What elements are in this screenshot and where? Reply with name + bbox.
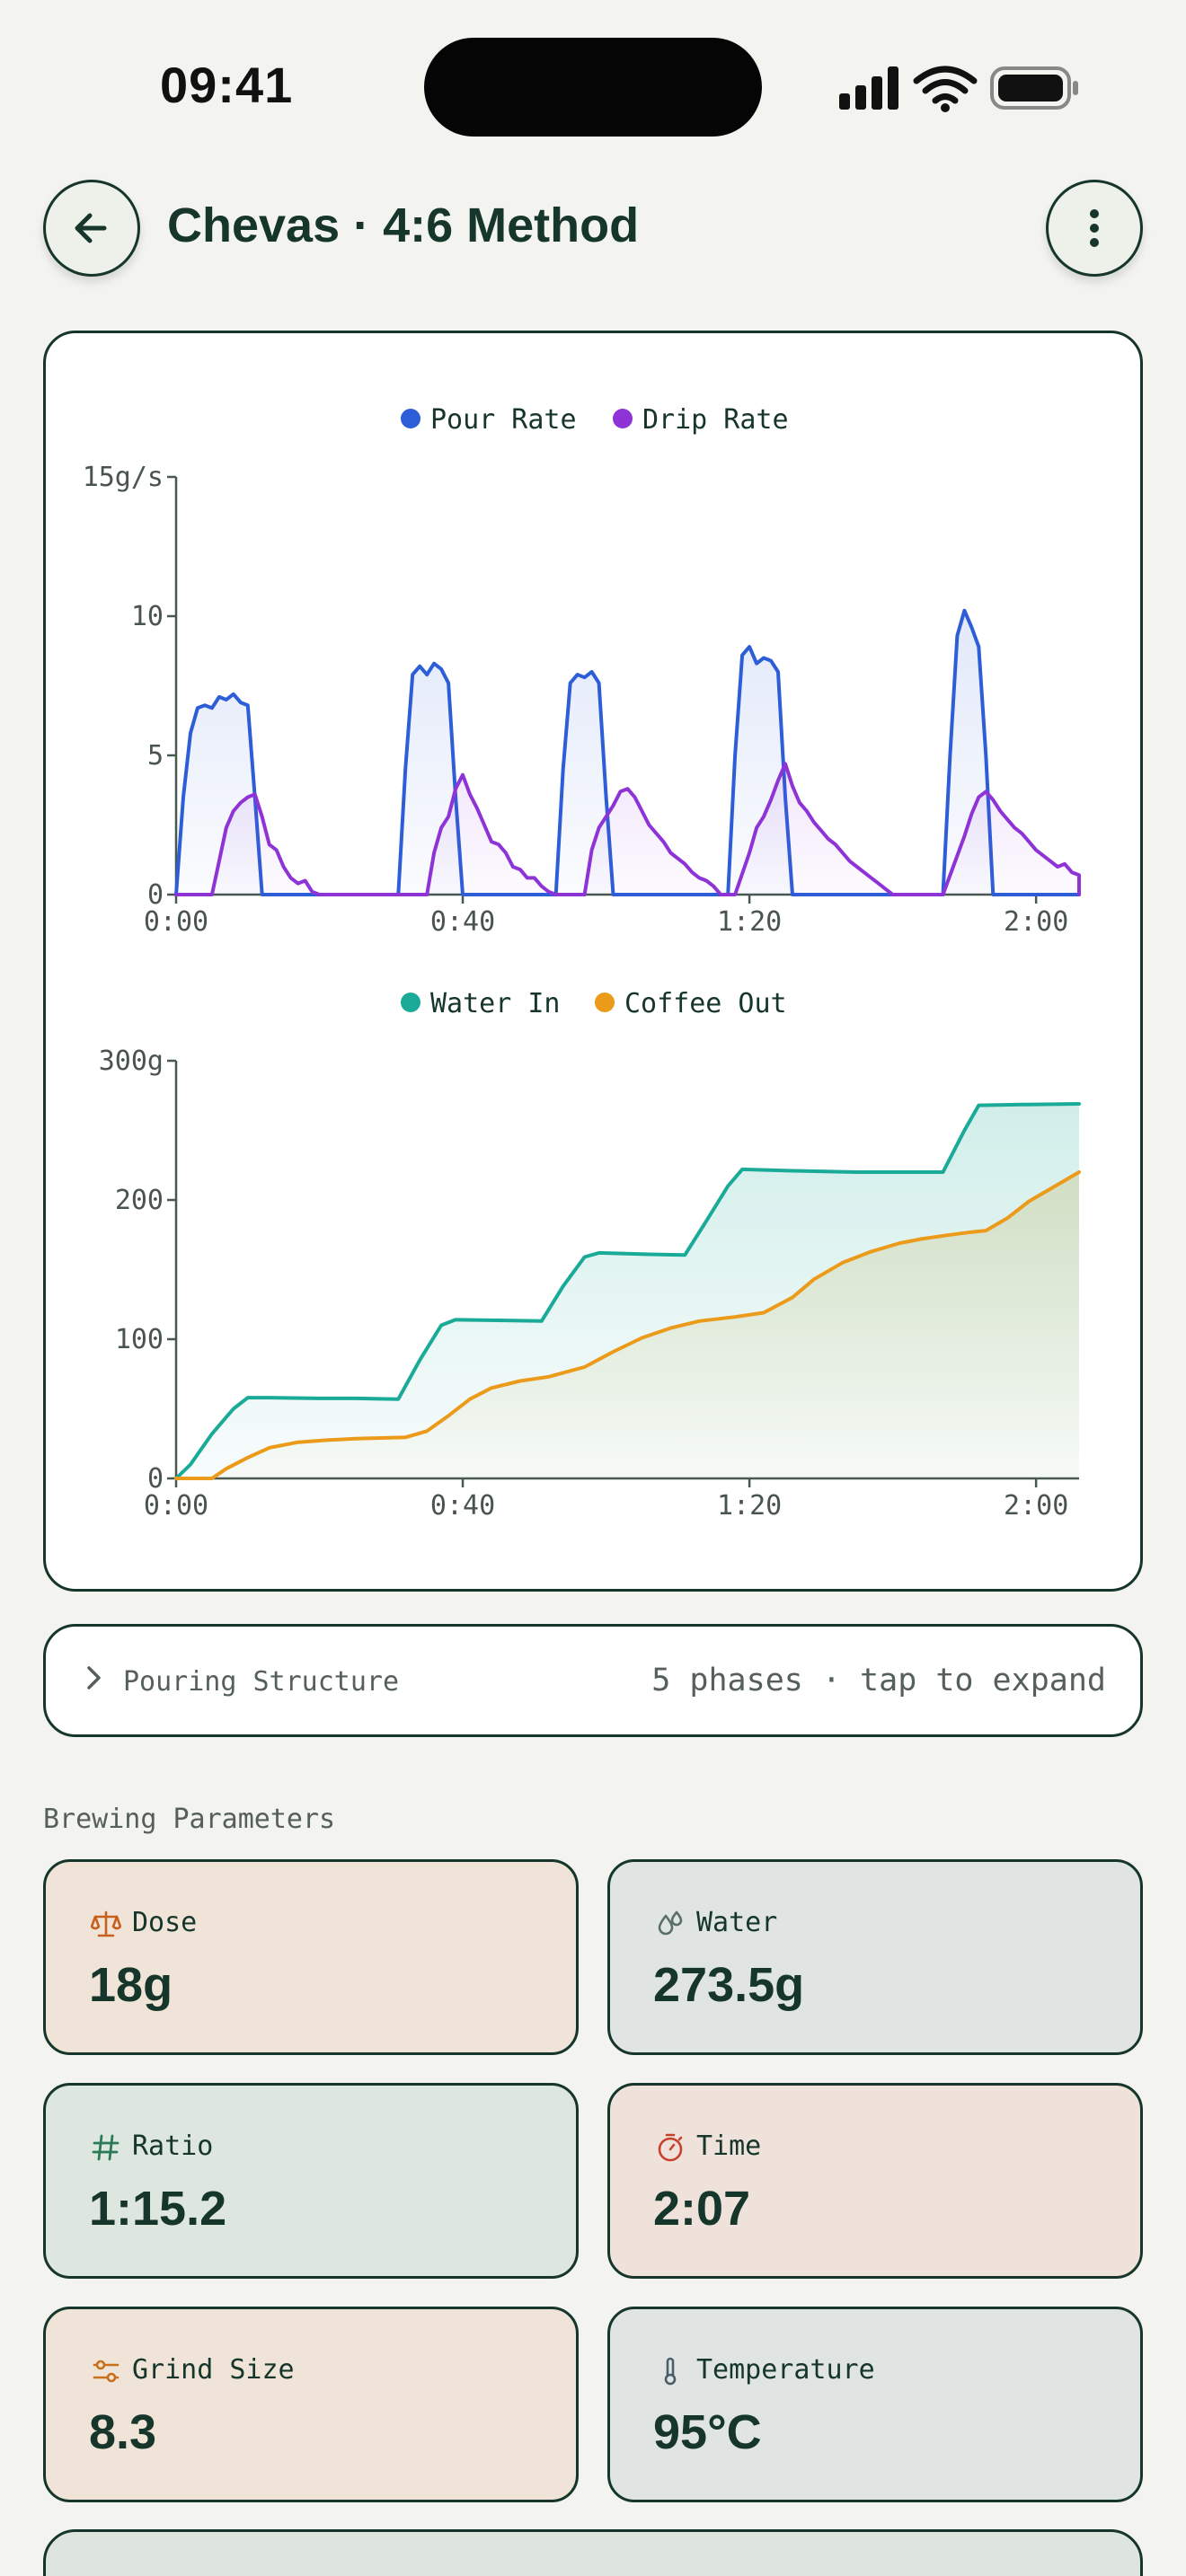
cellular-signal-icon	[839, 66, 898, 110]
param-time: Time 2:07	[607, 2083, 1143, 2279]
x-tick-label: 0:00	[144, 906, 208, 938]
y-tick-label: 300g	[99, 1045, 164, 1077]
y-tick-label: 10	[131, 601, 164, 632]
scale-icon	[91, 1910, 121, 1937]
time-label: Time	[696, 2130, 762, 2162]
x-tick-label: 0:40	[430, 906, 495, 938]
param-ratio: Ratio 1:15.2	[43, 2083, 579, 2279]
y-tick-label: 200	[115, 1185, 164, 1216]
time-value: 2:07	[653, 2182, 751, 2236]
thermometer-icon	[664, 2357, 677, 2386]
battery-icon	[990, 66, 1078, 110]
y-tick-label: 15g/s	[83, 462, 164, 493]
back-button[interactable]	[43, 180, 140, 277]
temperature-label: Temperature	[696, 2354, 875, 2386]
legend-water-in: Water In	[430, 988, 561, 1019]
flow-rate-chart: 0 5 10 15g/s 0:00 0:40 1:20 2:00	[83, 462, 1081, 938]
water-label: Water	[696, 1907, 778, 1938]
grind-size-label: Grind Size	[132, 2354, 295, 2386]
pouring-structure-label: Pouring Structure	[123, 1666, 400, 1698]
dynamic-island	[424, 38, 762, 137]
dose-label: Dose	[132, 1907, 198, 1938]
x-tick-label: 1:20	[717, 1490, 782, 1522]
status-icons	[839, 66, 1078, 112]
legend-swatch-drip-rate	[613, 409, 633, 428]
more-options-button[interactable]	[1046, 180, 1143, 277]
arrow-left-icon	[75, 213, 107, 243]
coffee-out-line	[174, 1170, 1081, 1480]
pouring-structure-toggle[interactable]: Pouring Structure 5 phases · tap to expa…	[43, 1624, 1143, 1737]
legend-pour-rate: Pour Rate	[430, 404, 577, 436]
drip-rate-area	[176, 763, 1079, 895]
param-temperature: Temperature 95°C	[607, 2307, 1143, 2502]
drip-rate-line	[174, 762, 1081, 896]
coffee-out-area	[176, 1172, 1079, 1478]
page-title: Chevas · 4:6 Method	[167, 198, 640, 252]
brewing-parameters-heading: Brewing Parameters	[43, 1804, 336, 1835]
y-tick-label: 100	[115, 1324, 164, 1355]
y-tick-label: 0	[147, 1463, 164, 1495]
param-dose: Dose 18g	[43, 1859, 579, 2055]
ratio-value: 1:15.2	[89, 2182, 227, 2236]
legend-swatch-pour-rate	[401, 409, 420, 428]
sliders-icon	[93, 2360, 119, 2383]
more-vertical-icon	[1090, 209, 1099, 247]
next-card-peek[interactable]	[43, 2529, 1143, 2576]
x-tick-label: 1:20	[717, 906, 782, 938]
x-tick-label: 0:00	[144, 1490, 208, 1522]
temperature-value: 95°C	[653, 2405, 762, 2459]
brew-charts-card: Pour Rate Drip Rate Water In Coffee Out …	[43, 331, 1143, 1592]
water-in-line	[174, 1102, 1081, 1480]
param-grind-size: Grind Size 8.3	[43, 2307, 579, 2502]
legend-drip-rate: Drip Rate	[642, 404, 789, 436]
dose-value: 18g	[89, 1958, 173, 2012]
pouring-structure-meta: 5 phases · tap to expand	[651, 1663, 1106, 1698]
header: Chevas · 4:6 Method	[0, 171, 1186, 287]
grind-size-value: 8.3	[89, 2405, 157, 2459]
legend-coffee-out: Coffee Out	[624, 988, 787, 1019]
status-bar: 09:41	[0, 0, 1186, 171]
status-time: 09:41	[160, 57, 294, 113]
water-value: 273.5g	[653, 1958, 805, 2012]
cumulative-weight-chart: 0 100 200 300g 0:00 0:40 1:20 2:00	[99, 1045, 1081, 1522]
water-drops-icon	[658, 1910, 683, 1936]
brew-charts: Pour Rate Drip Rate Water In Coffee Out …	[83, 404, 1081, 1522]
y-tick-label: 5	[147, 740, 164, 772]
param-water: Water 273.5g	[607, 1859, 1143, 2055]
wifi-icon	[913, 66, 978, 104]
x-tick-label: 0:40	[430, 1490, 495, 1522]
ratio-label: Ratio	[132, 2130, 214, 2162]
hash-icon	[92, 2134, 119, 2161]
legend-swatch-coffee-out	[595, 992, 615, 1012]
y-tick-label: 0	[147, 879, 164, 911]
x-tick-label: 2:00	[1004, 1490, 1068, 1522]
x-tick-label: 2:00	[1004, 906, 1068, 938]
stopwatch-icon	[658, 2133, 683, 2162]
legend-swatch-water-in	[401, 992, 420, 1012]
chevron-right-icon	[87, 1666, 101, 1689]
